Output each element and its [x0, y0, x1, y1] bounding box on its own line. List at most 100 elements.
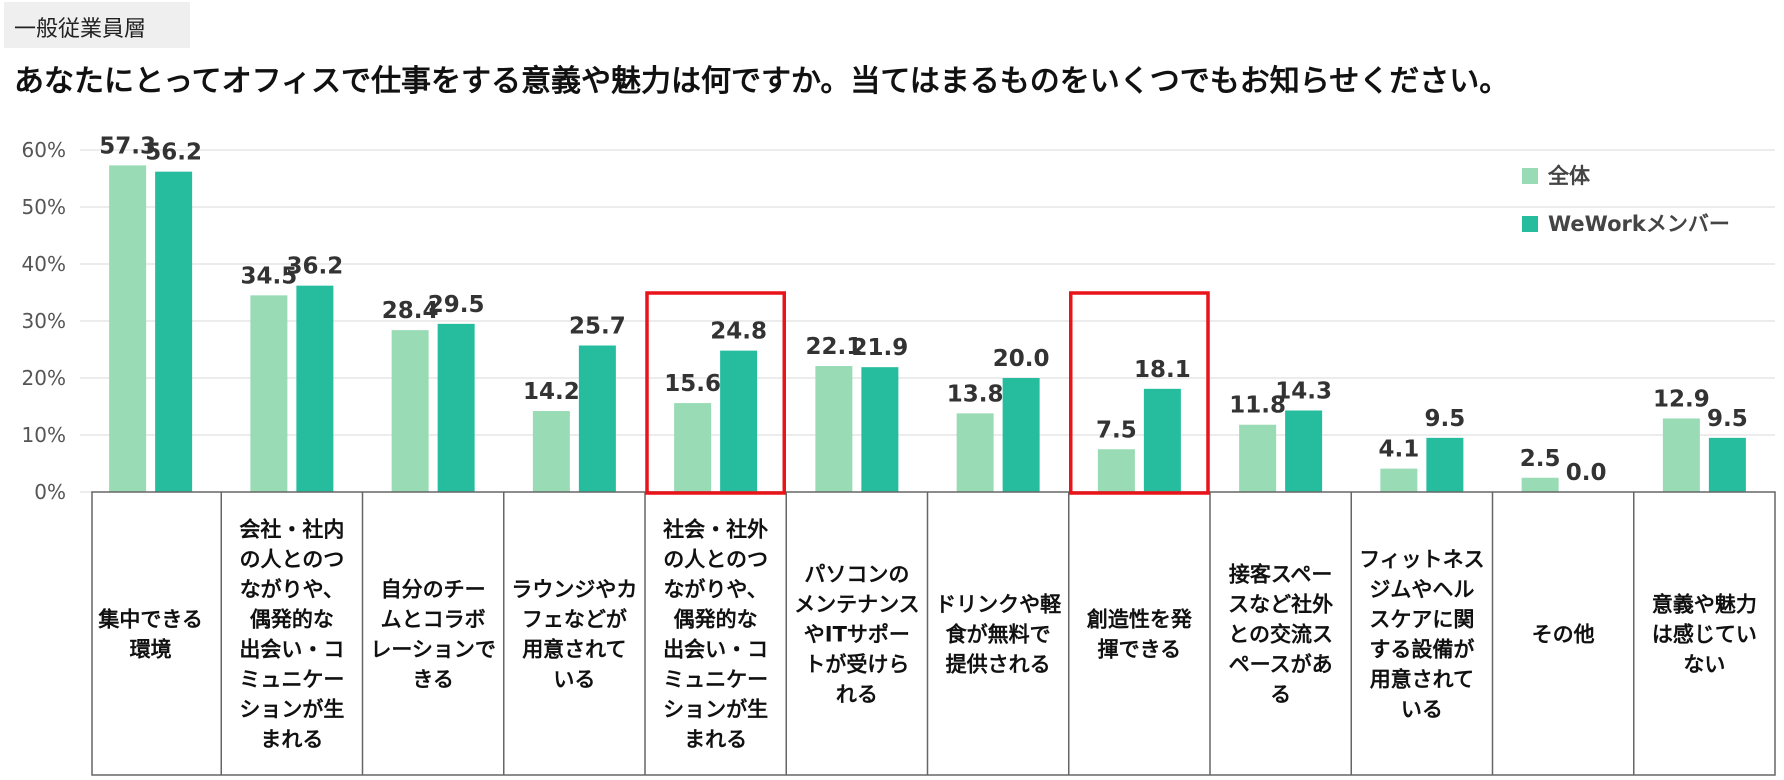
category-label-line: スケアに関: [1369, 608, 1474, 632]
bar-wework: [720, 350, 758, 492]
category-label-line: 偶発的な: [674, 608, 758, 632]
category-label: その他: [1532, 623, 1595, 647]
category-label-line: メンテナンス: [794, 593, 920, 617]
bar-wework: [296, 285, 334, 492]
highlight-box: [645, 291, 786, 495]
data-label: 14.2: [523, 379, 580, 405]
data-label: 11.8: [1229, 393, 1286, 419]
category-label-line: やITサポー: [804, 623, 910, 647]
legend-swatch-wework: [1522, 216, 1538, 232]
category-label-line: まれる: [684, 728, 747, 752]
category-label-line: 集中できる: [97, 608, 203, 632]
bar-total: [1521, 477, 1559, 492]
category-label-line: 食が無料で: [946, 623, 1051, 647]
data-label: 14.3: [1275, 378, 1332, 404]
segment-tag-label: 一般従業員層: [14, 17, 147, 42]
category-label: 会社・社内の人とのつながりや、偶発的な出会い・コミュニケーションが生まれる: [239, 518, 344, 752]
category-label-line: 自分のチー: [381, 578, 486, 602]
category-label-line: ながりや、: [240, 578, 344, 602]
bar-total: [956, 413, 994, 492]
bar-wework: [437, 323, 475, 492]
category-label-line: パソコンの: [804, 563, 909, 587]
y-tick-label: 40%: [22, 252, 66, 276]
category-label: パソコンのメンテナンスやITサポートが受けられる: [794, 563, 920, 707]
category-label-line: いる: [553, 668, 595, 692]
category-label-line: まれる: [260, 728, 323, 752]
category-label-line: ミュニケー: [663, 668, 768, 692]
category-label-line: ない: [1683, 653, 1725, 677]
data-label: 57.3: [99, 133, 156, 159]
question-title: あなたにとってオフィスで仕事をする意義や魅力は何ですか。当てはまるものをいくつで…: [14, 64, 1510, 99]
category-label-line: 意義や魅力: [1652, 593, 1757, 617]
y-tick-label: 60%: [22, 138, 66, 162]
data-label: 18.1: [1134, 357, 1191, 383]
bar-wework: [1708, 437, 1746, 492]
category-label-line: その他: [1532, 623, 1595, 647]
category-label-line: れる: [836, 683, 878, 707]
bar-wework: [861, 367, 899, 492]
bar-total: [532, 411, 570, 492]
bar-wework: [1285, 410, 1323, 492]
data-label: 7.5: [1096, 417, 1137, 443]
segment-tag: 一般従業員層: [4, 2, 190, 48]
category-label-line: する設備が: [1369, 638, 1474, 662]
bar-wework: [578, 345, 616, 492]
y-tick-label: 10%: [22, 423, 66, 447]
data-label: 34.5: [241, 263, 298, 289]
category-label: ラウンジやカフェなどが用意されている: [511, 578, 637, 692]
category-label: 集中できる環境: [97, 608, 203, 662]
category-label-line: フィットネス: [1359, 548, 1485, 572]
category-label-line: る: [1270, 683, 1291, 707]
category-label-line: ムとコラボ: [381, 608, 486, 632]
bar-total: [815, 366, 853, 492]
data-label: 13.8: [947, 381, 1004, 407]
category-label-line: 用意されて: [1370, 668, 1474, 692]
data-label: 9.5: [1425, 406, 1466, 432]
category-label-line: ながりや、: [663, 578, 767, 602]
category-label-line: の人とのつ: [239, 548, 344, 572]
data-label: 4.1: [1379, 437, 1420, 463]
category-label: フィットネスジムやヘルスケアに関する設備が用意されている: [1359, 548, 1485, 722]
y-tick-label: 20%: [22, 366, 66, 390]
category-label-line: 出会い・コ: [663, 638, 768, 662]
category-label: 社会・社外の人とのつながりや、偶発的な出会い・コミュニケーションが生まれる: [662, 518, 768, 752]
bar-total: [250, 295, 288, 492]
bar-total: [674, 403, 712, 492]
category-label-line: との交流ス: [1228, 623, 1333, 647]
category-label-line: 偶発的な: [250, 608, 334, 632]
data-label: 0.0: [1566, 460, 1607, 486]
bar-total: [1380, 468, 1418, 492]
category-label-line: ションが生: [239, 698, 344, 722]
category-label-line: いる: [1401, 698, 1443, 722]
data-label: 15.6: [664, 371, 721, 397]
data-label: 12.9: [1653, 386, 1710, 412]
bar-total: [1662, 418, 1700, 492]
category-label: 創造性を発揮できる: [1087, 608, 1193, 662]
category-table: [91, 491, 1776, 776]
data-label: 36.2: [287, 254, 344, 280]
category-label-line: スなど社外: [1228, 593, 1333, 617]
category-label-line: ドリンクや軽: [935, 593, 1062, 617]
data-label: 2.5: [1520, 446, 1561, 472]
category-label-line: ミュニケー: [239, 668, 344, 692]
category-label-line: 提供される: [946, 653, 1051, 677]
category-label: 接客スペースなど社外との交流スペースがある: [1228, 563, 1333, 707]
data-label: 25.7: [569, 314, 626, 340]
data-label: 20.0: [993, 346, 1050, 372]
data-label: 56.2: [145, 140, 202, 166]
category-label-line: きる: [412, 668, 454, 692]
category-label-line: 環境: [130, 638, 172, 662]
bar-total: [1239, 424, 1277, 492]
category-label-line: 用意されて: [522, 638, 626, 662]
category-label-line: は感じてい: [1652, 623, 1757, 647]
data-label: 21.9: [852, 335, 909, 361]
data-label: 24.8: [710, 319, 767, 345]
category-label-line: ジムやヘル: [1369, 578, 1474, 602]
category-label-line: 揮できる: [1098, 638, 1182, 662]
category-label-line: フェなどが: [522, 608, 627, 632]
category-label-line: レーションで: [370, 638, 496, 662]
bar-total: [1097, 449, 1135, 492]
category-label-line: 接客スペー: [1229, 563, 1333, 587]
legend-swatch-total: [1522, 168, 1538, 184]
